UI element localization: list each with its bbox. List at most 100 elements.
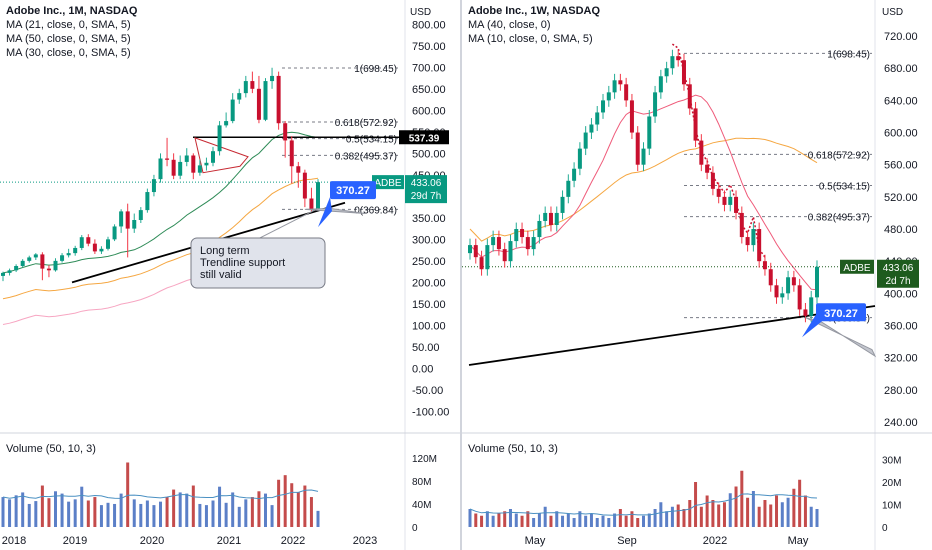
left-ma-21[interactable]: MA (21, close, 0, SMA, 5) (6, 19, 131, 31)
right-ma-10[interactable]: MA (10, close, 0, SMA, 5) (468, 33, 593, 45)
volume-bar (303, 485, 307, 527)
volume-bar (711, 500, 715, 527)
left-ma-30[interactable]: MA (30, close, 0, SMA, 5) (6, 47, 131, 59)
volume-bar (218, 486, 222, 527)
volume-bar (73, 499, 77, 527)
volume-tick-label: 80M (412, 477, 431, 488)
candle-body (496, 237, 501, 250)
candle-body (86, 237, 91, 244)
volume-bar (290, 483, 294, 527)
last-price-label: 433.06 (411, 178, 442, 189)
volume-bar (178, 492, 182, 527)
ma-30-line (2, 177, 319, 300)
candle-body (178, 161, 183, 176)
candle-body (514, 229, 519, 242)
callout-pointer (318, 197, 332, 228)
volume-bar (283, 475, 287, 527)
volume-bar (296, 492, 300, 527)
volume-bar (126, 462, 130, 527)
price-tick-label: 300.00 (412, 234, 446, 246)
fib-level-label: 0.618(572.92) (335, 118, 397, 129)
countdown-label: 2d 7h (885, 276, 910, 287)
volume-bar (491, 515, 495, 527)
right-ma-40[interactable]: MA (40, close, 0) (468, 19, 551, 31)
volume-bar (497, 513, 501, 527)
price-tick-label: 360.00 (884, 320, 918, 332)
volume-bar (613, 513, 617, 527)
candle-body (658, 76, 663, 93)
candle-body (112, 226, 117, 240)
candle-body (734, 196, 739, 213)
volume-bar (468, 509, 472, 527)
last-price-tag (405, 175, 447, 204)
volume-bar (113, 503, 117, 527)
left-chart-canvas[interactable]: 800.00750.00700.00650.00600.00550.00500.… (0, 0, 460, 550)
volume-ma-line (2, 489, 319, 500)
volume-bar (8, 499, 12, 527)
time-tick-label: 2022 (703, 535, 727, 547)
volume-bar (555, 511, 559, 527)
volume-bar (728, 493, 732, 527)
candle-body (309, 198, 314, 210)
volume-bar (485, 511, 489, 527)
time-tick-label: Sep (617, 535, 637, 547)
right-chart-canvas[interactable]: 720.00 680.00 640.00 600.00 560.00 520.00 480.… (462, 0, 932, 550)
ticker-label: ADBE (843, 263, 871, 274)
price-tick-label: 600.00 (412, 105, 446, 117)
price-tick-label: 320.00 (884, 353, 918, 365)
candle-body (473, 245, 478, 258)
volume-tick-label: 30M (882, 456, 901, 467)
price-tick-label: 720.00 (884, 31, 918, 43)
left-ma-50[interactable]: MA (50, close, 0, SMA, 5) (6, 33, 131, 45)
volume-bar (566, 513, 570, 527)
price-tick-label: 400.00 (884, 288, 918, 300)
candle-body (687, 84, 692, 109)
volume-bar (106, 502, 110, 527)
volume-bar (47, 498, 51, 527)
volume-bar (250, 497, 254, 527)
candle-body (543, 212, 548, 221)
panel-divider[interactable] (460, 0, 462, 550)
candle-body (647, 116, 652, 149)
volume-bar (237, 506, 241, 527)
annotation-connector (249, 207, 319, 244)
candle-body (263, 81, 268, 120)
fib-level-label: 0(369.84) (354, 205, 397, 216)
right-volume-legend[interactable]: Volume (50, 10, 3) (468, 443, 558, 455)
volume-bar (54, 491, 57, 527)
candle-body (786, 277, 791, 294)
fib-level-label: 1(698.45) (827, 49, 870, 60)
price-tick-label: 560.00 (884, 160, 918, 172)
annotation-text: Long term (200, 245, 250, 257)
volume-bar (152, 505, 156, 527)
candle-body (722, 196, 727, 205)
price-tick-label: 500.00 (412, 148, 446, 160)
last-price-tag (877, 259, 919, 288)
candle-body (502, 249, 507, 262)
volume-bar (14, 495, 18, 527)
volume-bar (532, 518, 536, 527)
volume-bar (717, 504, 721, 527)
candle-body (27, 257, 32, 261)
fib-level-label: 1(698.45) (354, 64, 397, 75)
volume-bar (549, 515, 553, 527)
last-price-label: 433.06 (883, 263, 914, 274)
volume-bar (257, 491, 261, 527)
volume-bar (191, 485, 195, 527)
candle-body (716, 188, 721, 197)
volume-bar (630, 511, 634, 527)
left-legend: Adobe Inc., 1M, NASDAQ MA (21, close, 0,… (6, 4, 137, 60)
volume-bar (537, 513, 541, 527)
volume-tick-label: 0 (882, 523, 888, 534)
candle-body (46, 268, 51, 271)
candle-body (60, 255, 65, 261)
price-tick-label: 350.00 (412, 213, 446, 225)
candle-body (774, 285, 779, 298)
annotation-text: still valid (200, 269, 242, 281)
candle-body (151, 179, 156, 193)
time-tick-label: May (525, 535, 546, 547)
candle-body (40, 254, 45, 269)
left-volume-legend[interactable]: Volume (50, 10, 3) (6, 443, 96, 455)
volume-bar (572, 518, 576, 527)
volume-bar (198, 503, 202, 527)
